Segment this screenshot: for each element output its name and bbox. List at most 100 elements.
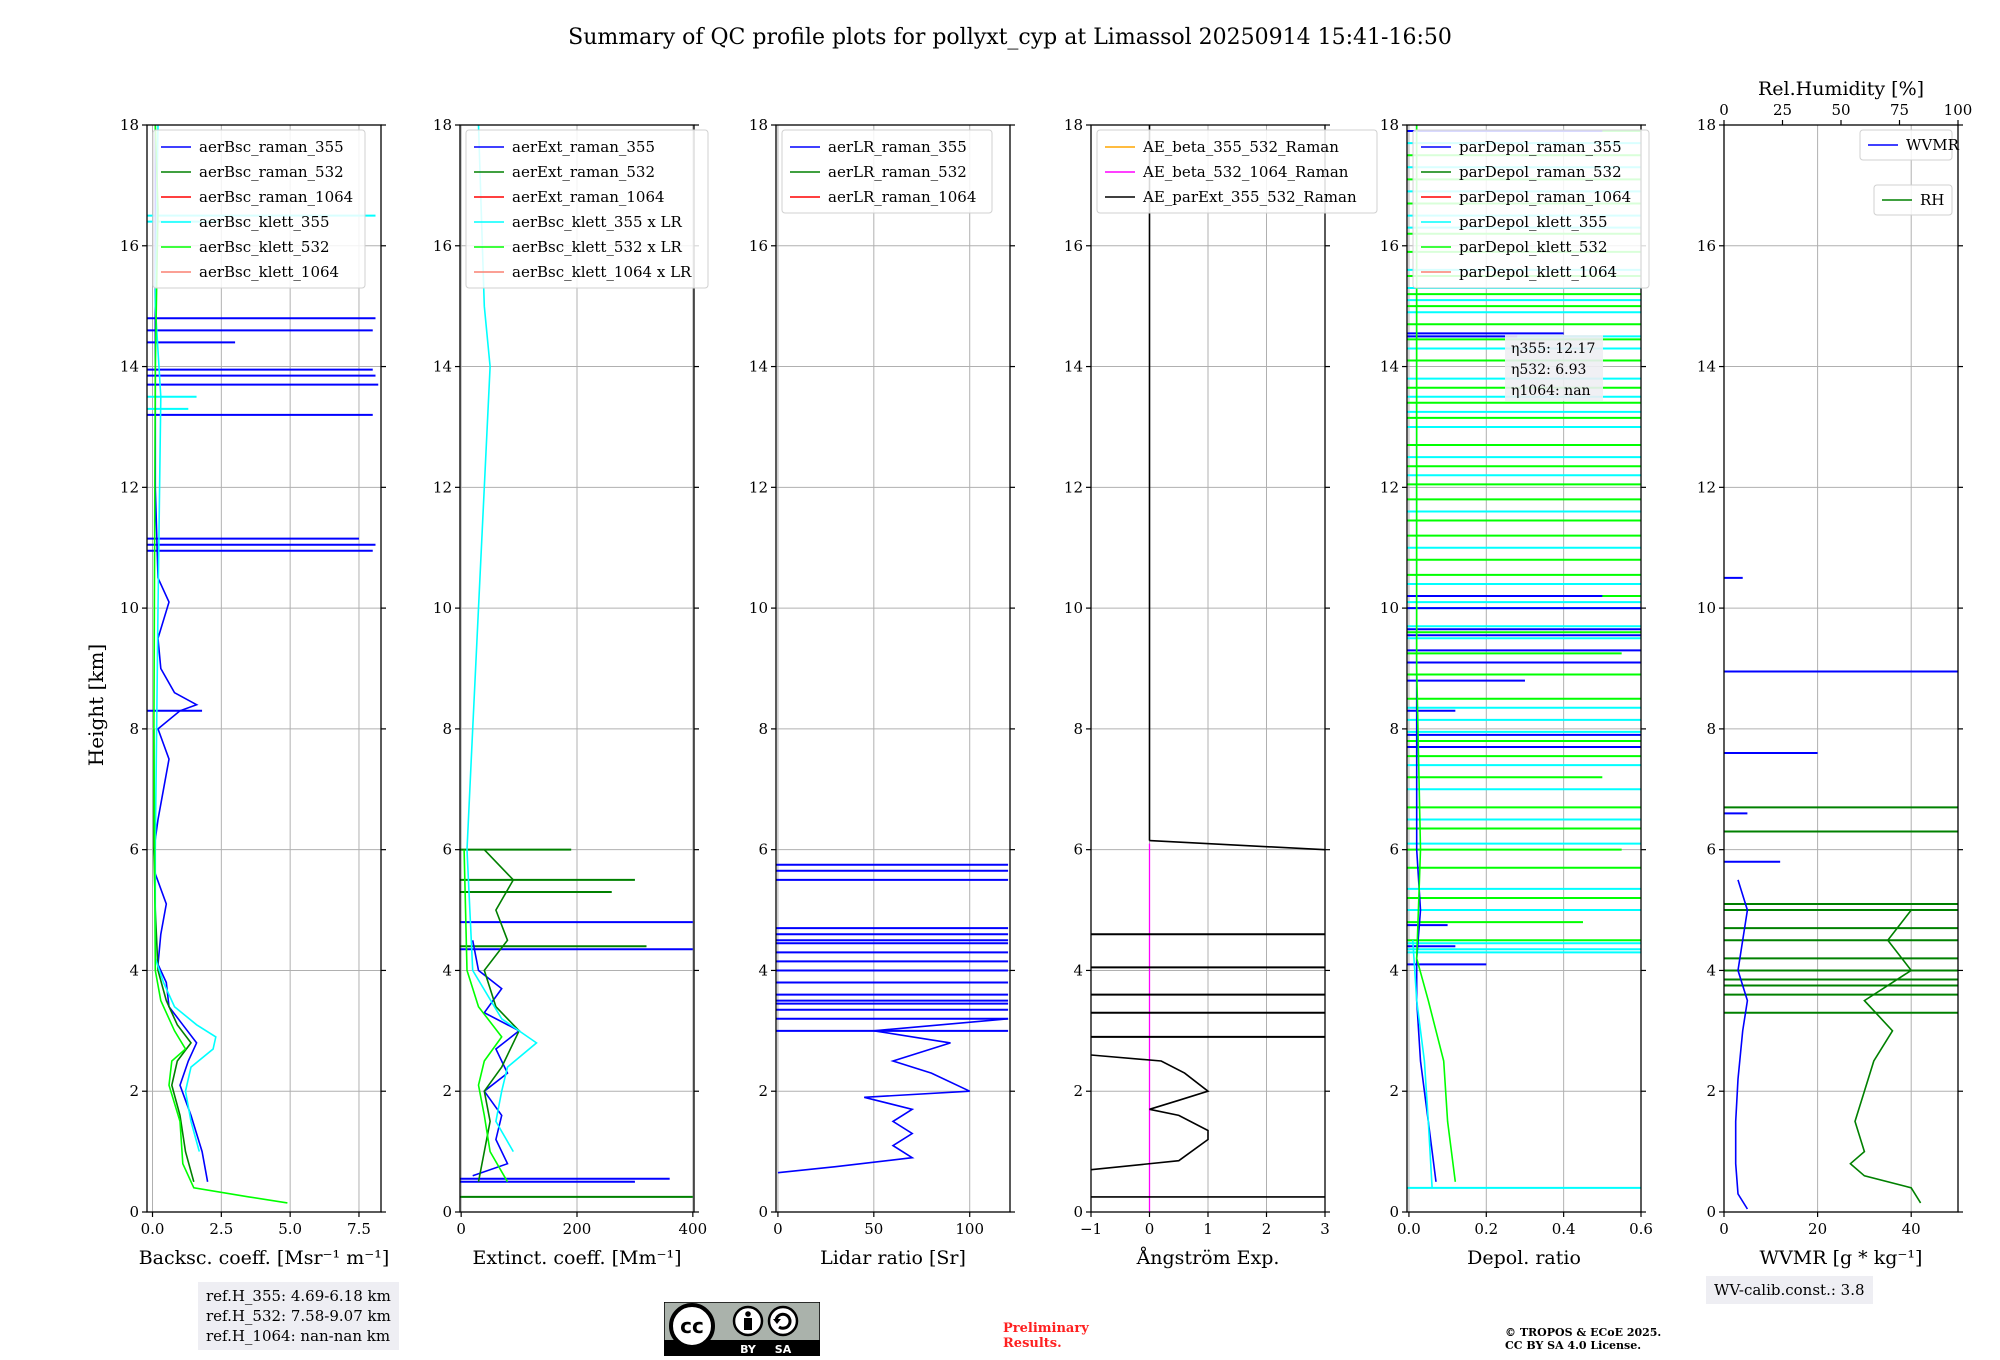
x-tick-label: 200: [563, 1220, 592, 1238]
y-tick-label: 14: [1064, 358, 1083, 376]
legend-label: aerBsc_raman_1064: [199, 188, 353, 206]
legend-label: aerBsc_klett_355: [199, 213, 330, 231]
eta-annotation-line: η355: 12.17: [1511, 341, 1595, 357]
x-axis-label: Lidar ratio [Sr]: [820, 1247, 966, 1269]
y-tick-label: 14: [749, 358, 768, 376]
x-tick-label: 0: [773, 1220, 783, 1238]
series-line-aerlr-raman-355: [777, 1018, 1009, 1174]
figure-title: Summary of QC profile plots for pollyxt_…: [568, 25, 1452, 50]
x-tick-label: 1: [1203, 1220, 1213, 1238]
y-tick-label: 12: [433, 478, 452, 496]
ref-height-355: ref.H_355: 4.69-6.18 km: [206, 1287, 391, 1305]
series-line-ae-parext-355-532-raman-upper: [1149, 839, 1325, 851]
legend-box: [1096, 129, 1378, 214]
series-line-aerext-raman-532: [477, 849, 521, 1182]
y-tick-label: 18: [1380, 116, 1399, 134]
x-tick-label: 7.5: [347, 1220, 371, 1238]
legend-label: parDepol_klett_532: [1459, 238, 1608, 256]
y-tick-label: 10: [1380, 599, 1399, 617]
series-line-aerbsc-klett-355 x lr: [466, 125, 538, 1152]
data-layer: [460, 125, 693, 1198]
x-tick-label: 0: [1719, 1220, 1729, 1238]
legend-label: aerExt_raman_532: [512, 163, 655, 181]
series-line-aerext-raman-355: [471, 940, 521, 1177]
y-tick-label: 8: [1706, 720, 1716, 738]
axes-frame: [146, 124, 382, 1213]
x-tick-label: 50: [864, 1220, 883, 1238]
y-tick-label: 10: [1697, 599, 1716, 617]
panel-2: 0 2 4 6 8 10 12 14 16 18 0 200 400 Extinct. coeff. [M…: [433, 116, 709, 1269]
series-line-rh: [1849, 909, 1922, 1204]
y-tick-label: 16: [120, 237, 139, 255]
y-tick-label: 2: [1073, 1082, 1083, 1100]
y-tick-label: 2: [1389, 1082, 1399, 1100]
legend-label: AE_beta_355_532_Raman: [1142, 138, 1339, 156]
x-tick-label: 0.0: [1397, 1220, 1421, 1238]
legend-label: aerLR_raman_532: [828, 163, 967, 181]
y-tick-label: 6: [129, 841, 139, 859]
series-line-aerbsc-raman-532: [153, 728, 195, 1183]
y-tick-label: 4: [129, 961, 139, 979]
y-tick-label: 16: [1697, 237, 1716, 255]
y-tick-label: 12: [749, 478, 768, 496]
legend-box: [1873, 184, 1953, 216]
legend-label: parDepol_raman_1064: [1459, 188, 1631, 206]
x-tick-label: −1: [1080, 1220, 1102, 1238]
legend-label: RH: [1920, 191, 1944, 209]
series-line-pardepol-klett-532: [1415, 125, 1457, 1182]
y-axis-label: Height [km]: [84, 644, 108, 766]
data-layer: [1407, 125, 1641, 1189]
y-tick-label: 0: [1073, 1203, 1083, 1221]
y-tick-label: 6: [1073, 841, 1083, 859]
y-tick-label: 8: [758, 720, 768, 738]
y-tick-label: 4: [758, 961, 768, 979]
legend-label: aerBsc_raman_355: [199, 138, 344, 156]
copyright-note: © TROPOS & ECoE 2025. CC BY SA 4.0 Licen…: [1505, 1326, 1661, 1352]
legend-label: aerBsc_raman_532: [199, 163, 344, 181]
y-tick-label: 6: [1706, 841, 1716, 859]
y-tick-label: 2: [129, 1082, 139, 1100]
x-tick-label: 40: [1902, 1220, 1921, 1238]
legend-label: aerExt_raman_355: [512, 138, 655, 156]
x2-tick-label: 100: [1944, 101, 1973, 119]
legend-label: AE_beta_532_1064_Raman: [1142, 163, 1349, 181]
legend-label: parDepol_raman_355: [1459, 138, 1622, 156]
y-tick-label: 14: [433, 358, 452, 376]
eta-annotation-line: η532: 6.93: [1511, 362, 1586, 378]
panel-5: 0 2 4 6 8 10 12 14 16 18 0.0 0.2 0.4 0.6 Depol. ratio p…: [1380, 116, 1653, 1269]
by-label: BY: [740, 1343, 757, 1356]
legend-label: aerBsc_klett_355 x LR: [512, 213, 683, 231]
ref-height-532: ref.H_532: 7.58-9.07 km: [206, 1307, 391, 1325]
series-line-aerbsc-klett-532 x lr: [463, 849, 509, 1183]
legend-box: [1859, 129, 1953, 161]
y-tick-label: 10: [433, 599, 452, 617]
series-line-pardepol-klett-355: [1412, 940, 1433, 1188]
y-tick-label: 2: [1706, 1082, 1716, 1100]
y-tick-label: 18: [749, 116, 768, 134]
x-tick-label: 0.0: [141, 1220, 165, 1238]
y-tick-label: 12: [1697, 478, 1716, 496]
data-layer: [1091, 125, 1325, 1212]
x-axis-label: Depol. ratio: [1467, 1247, 1581, 1269]
x2-axis-label: Rel.Humidity [%]: [1758, 78, 1924, 100]
legend-label: parDepol_raman_532: [1459, 163, 1622, 181]
share-alike-icon: [767, 1305, 799, 1337]
series-line-ae-parext-355-532-raman-body: [1091, 1054, 1210, 1171]
x2-tick-label: 0: [1719, 101, 1729, 119]
y-tick-label: 14: [1697, 358, 1716, 376]
x-tick-label: 0.4: [1552, 1220, 1576, 1238]
preliminary-line-1: Preliminary: [1003, 1321, 1089, 1336]
y-tick-label: 16: [1064, 237, 1083, 255]
y-tick-label: 0: [1389, 1203, 1399, 1221]
wv-calib-const: WV-calib.const.: 3.8: [1714, 1281, 1865, 1299]
x2-tick-label: 75: [1890, 101, 1909, 119]
data-layer: [1724, 576, 1958, 1210]
x-tick-label: 2.5: [209, 1220, 233, 1238]
legend-label: aerBsc_klett_532: [199, 238, 330, 256]
y-tick-label: 2: [758, 1082, 768, 1100]
x-axis-label: Ångström Exp.: [1136, 1247, 1280, 1269]
x-tick-label: 0: [456, 1220, 466, 1238]
legend-label: aerBsc_klett_1064: [199, 263, 339, 281]
